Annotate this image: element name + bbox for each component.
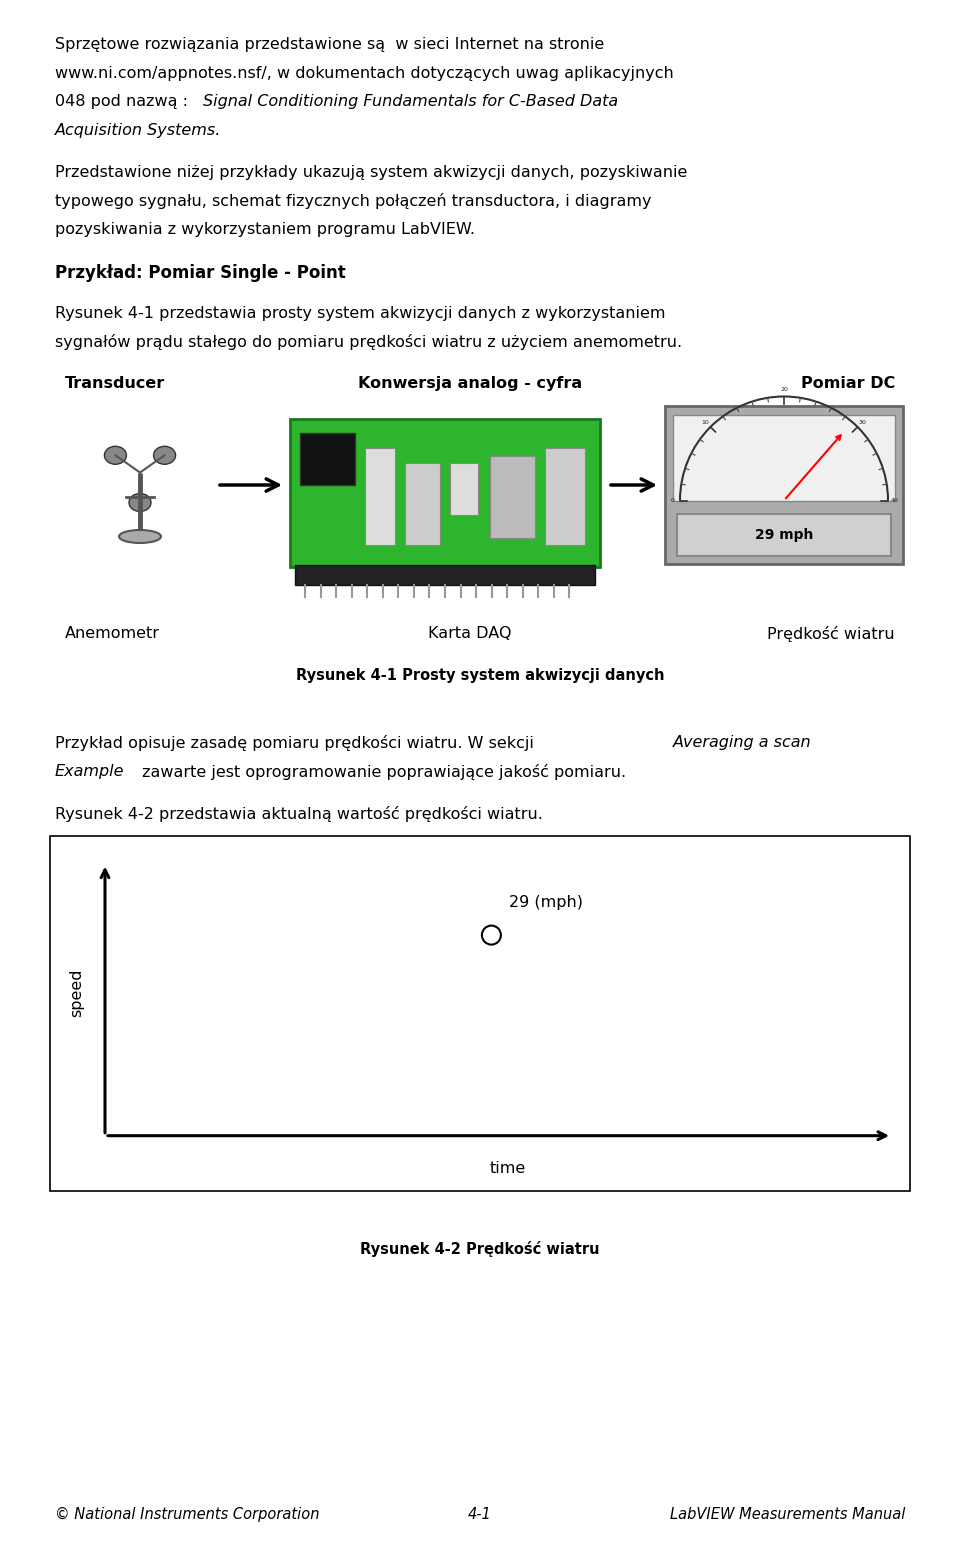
Text: 29 mph: 29 mph — [755, 528, 813, 541]
Ellipse shape — [119, 531, 161, 543]
Bar — [405, 463, 440, 545]
Text: Rysunek 4-2 przedstawia aktualną wartość prędkości wiatru.: Rysunek 4-2 przedstawia aktualną wartość… — [55, 806, 542, 821]
Text: Anemometr: Anemometr — [65, 627, 160, 640]
Text: LabVIEW Measurements Manual: LabVIEW Measurements Manual — [670, 1507, 905, 1522]
Bar — [490, 456, 535, 537]
Text: 10: 10 — [702, 419, 709, 424]
Text: sygnałów prądu stałego do pomiaru prędkości wiatru z użyciem anemometru.: sygnałów prądu stałego do pomiaru prędko… — [55, 334, 683, 350]
Text: © National Instruments Corporation: © National Instruments Corporation — [55, 1507, 320, 1522]
Text: Rysunek 4-1 Prosty system akwizycji danych: Rysunek 4-1 Prosty system akwizycji dany… — [296, 668, 664, 682]
Bar — [673, 416, 895, 501]
Bar — [677, 514, 891, 555]
Bar — [665, 405, 903, 563]
Text: Acquisition Systems.: Acquisition Systems. — [55, 122, 222, 138]
Text: Przedstawione niżej przykłady ukazują system akwizycji danych, pozyskiwanie: Przedstawione niżej przykłady ukazują sy… — [55, 164, 687, 179]
Text: typowego sygnału, schemat fizycznych połączeń transductora, i diagramy: typowego sygnału, schemat fizycznych poł… — [55, 193, 652, 209]
Text: Signal Conditioning Fundamentals for C-Based Data: Signal Conditioning Fundamentals for C-B… — [203, 94, 618, 108]
Ellipse shape — [105, 446, 127, 464]
Text: 20: 20 — [780, 387, 788, 391]
Text: 0: 0 — [671, 498, 675, 503]
Text: Sprzętowe rozwiązania przedstawione są  w sieci Internet na stronie: Sprzętowe rozwiązania przedstawione są w… — [55, 37, 604, 53]
Text: Example: Example — [55, 764, 125, 778]
Bar — [365, 449, 395, 545]
Circle shape — [482, 925, 501, 945]
Bar — [450, 463, 478, 515]
Text: 30: 30 — [858, 419, 867, 424]
Text: Transducer: Transducer — [65, 376, 165, 391]
Text: Przykład: Pomiar Single - Point: Przykład: Pomiar Single - Point — [55, 263, 346, 282]
Ellipse shape — [154, 446, 176, 464]
Text: time: time — [490, 1160, 526, 1176]
Text: Karta DAQ: Karta DAQ — [428, 627, 512, 640]
Ellipse shape — [129, 493, 151, 512]
Text: Rysunek 4-1 przedstawia prosty system akwizycji danych z wykorzystaniem: Rysunek 4-1 przedstawia prosty system ak… — [55, 305, 665, 320]
Text: Pomiar DC: Pomiar DC — [801, 376, 895, 391]
Bar — [545, 449, 585, 545]
Text: Rysunek 4-2 Prędkość wiatru: Rysunek 4-2 Prędkość wiatru — [360, 1241, 600, 1256]
Bar — [295, 565, 595, 585]
Text: zawarte jest oprogramowanie poprawiające jakość pomiaru.: zawarte jest oprogramowanie poprawiające… — [137, 764, 626, 780]
Text: 048 pod nazwą :: 048 pod nazwą : — [55, 94, 193, 108]
Text: Konwersja analog - cyfra: Konwersja analog - cyfra — [358, 376, 582, 391]
Text: Averaging a scan: Averaging a scan — [673, 735, 811, 750]
Text: Przykład opisuje zasadę pomiaru prędkości wiatru. W sekcji: Przykład opisuje zasadę pomiaru prędkośc… — [55, 735, 539, 752]
Text: Prędkość wiatru: Prędkość wiatru — [767, 627, 895, 642]
Bar — [300, 433, 355, 486]
Text: pozyskiwania z wykorzystaniem programu LabVIEW.: pozyskiwania z wykorzystaniem programu L… — [55, 221, 475, 237]
Text: speed: speed — [69, 968, 84, 1018]
Text: 4-1: 4-1 — [468, 1507, 492, 1522]
Bar — [50, 835, 910, 1191]
Text: 29 (mph): 29 (mph) — [510, 896, 584, 910]
Text: www.ni.com/appnotes.nsf/, w dokumentach dotyczących uwag aplikacyjnych: www.ni.com/appnotes.nsf/, w dokumentach … — [55, 65, 674, 80]
Bar — [290, 419, 600, 568]
Text: 40: 40 — [891, 498, 899, 503]
